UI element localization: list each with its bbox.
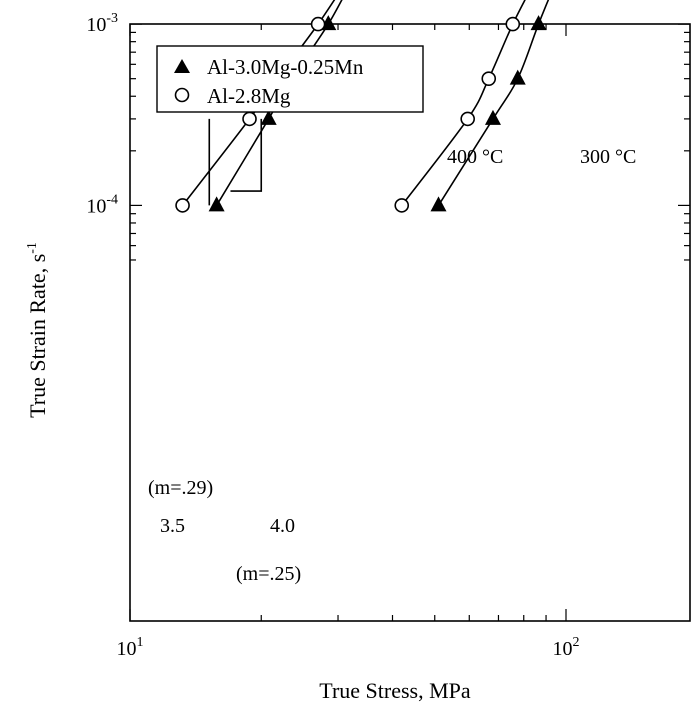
data-point-circle — [460, 111, 475, 127]
x-tick-label: 101 — [117, 635, 144, 660]
legend-label-triangle: Al-3.0Mg-0.25Mn — [207, 55, 364, 79]
curve-label-300c: 300 °C — [580, 146, 636, 168]
data-point-circle — [394, 198, 410, 213]
annotation-slope-circle: 3.5 — [160, 515, 185, 537]
y-tick-label: 10-4 — [86, 192, 118, 217]
data-point-circle — [242, 111, 257, 127]
data-point-triangle — [530, 15, 547, 31]
data-point-triangle — [430, 196, 447, 212]
legend-label-circle: Al-2.8Mg — [207, 84, 291, 108]
y-axis-title-group: True Strain Rate, s-1 — [25, 242, 50, 418]
data-point-triangle — [484, 109, 501, 125]
data-point-circle — [505, 16, 521, 32]
x-tick-label: 102 — [553, 635, 580, 660]
data-point-triangle — [509, 69, 526, 85]
data-point-circle — [481, 71, 497, 86]
annotation-m-triangle: (m=.25) — [236, 563, 301, 585]
legend-box — [156, 45, 424, 113]
legend-triangle-marker — [174, 59, 190, 73]
data-point-circle — [310, 16, 326, 32]
annotation-slope-triangle: 4.0 — [270, 515, 295, 537]
legend-circle-marker — [174, 87, 190, 103]
annotation-m-circle: (m=.29) — [148, 477, 213, 499]
y-axis-title: True Strain Rate, s-1 — [25, 242, 50, 418]
legend: Al-3.0Mg-0.25Mn Al-2.8Mg — [156, 45, 424, 113]
slope-triangle-triangle-series — [230, 118, 263, 192]
curve-label-400c: 400 °C — [447, 146, 503, 168]
data-point-circle — [175, 198, 190, 213]
data-point-triangle — [260, 109, 277, 125]
fit-curve-series-2 — [437, 0, 550, 206]
data-point-triangle — [208, 196, 225, 212]
y-axis-title-main: True Strain Rate, s — [25, 254, 50, 418]
y-axis-title-exponent: -1 — [25, 242, 40, 254]
plot-frame — [129, 23, 691, 622]
axis-ticks — [129, 23, 690, 621]
y-tick-label: 10-3 — [86, 11, 118, 36]
x-axis-title: True Stress, MPa — [319, 678, 471, 703]
